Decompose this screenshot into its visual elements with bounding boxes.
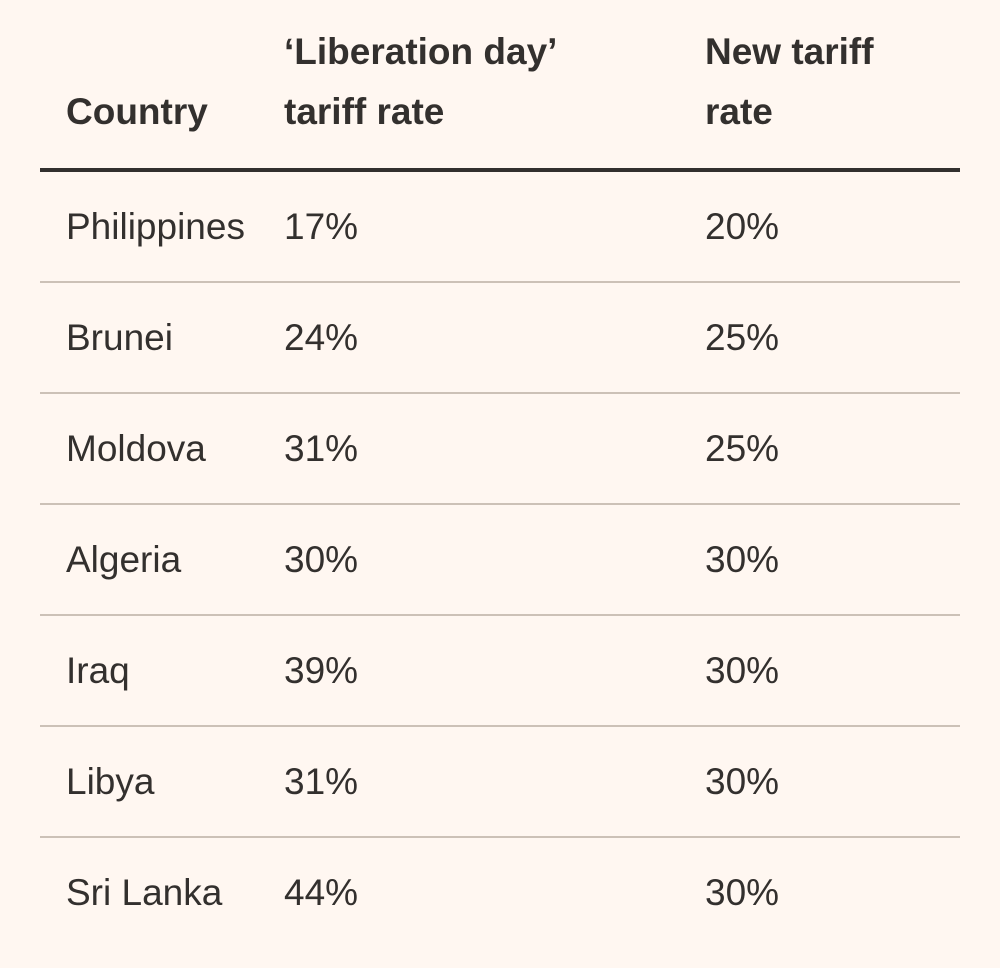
cell-new-rate: 30% [705, 504, 960, 616]
cell-liberation-rate: 30% [284, 504, 705, 616]
cell-country: Brunei [40, 282, 284, 394]
cell-country: Algeria [40, 504, 284, 616]
header-new-line-2: rate [705, 91, 773, 132]
cell-new-rate: 25% [705, 393, 960, 505]
cell-new-rate: 30% [705, 871, 780, 913]
table-row: Sri Lanka 44% 30% [40, 837, 960, 947]
cell-liberation-rate: 39% [284, 615, 705, 727]
cell-liberation-rate: 17% [284, 170, 705, 283]
table-row: Philippines 17% 20% [40, 170, 960, 283]
table-body: Philippines 17% 20% Brunei 24% 25% Moldo… [40, 170, 960, 947]
cell-new-rate: 25% [705, 282, 960, 394]
header-country-line-1: Country [66, 91, 208, 132]
header-new-line-1: New tariff [705, 31, 874, 72]
cell-liberation-rate: 44% [284, 871, 359, 913]
tariff-table: Country ‘Liberation day’ tariff rate New… [40, 0, 960, 947]
header-liberation-line-1: ‘Liberation day’ [284, 31, 558, 72]
table-header: Country ‘Liberation day’ tariff rate New… [40, 0, 960, 172]
header-liberation-day-rate: ‘Liberation day’ tariff rate [284, 0, 705, 172]
cell-country: Libya [40, 726, 284, 838]
cell-new-rate: 30% [705, 615, 960, 727]
header-country: Country [40, 0, 284, 172]
table-row: Algeria 30% 30% [40, 504, 960, 616]
cell-country: Sri Lanka [66, 871, 223, 913]
table-row: Brunei 24% 25% [40, 282, 960, 394]
cell-liberation-rate: 31% [284, 726, 705, 838]
table-row: Moldova 31% 25% [40, 393, 960, 505]
cell-liberation-rate: 31% [284, 393, 705, 505]
table-row: Libya 31% 30% [40, 726, 960, 838]
cell-country: Iraq [40, 615, 284, 727]
cell-new-rate: 30% [705, 726, 960, 838]
cell-country: Philippines [40, 170, 284, 283]
table-row: Iraq 39% 30% [40, 615, 960, 727]
header-liberation-line-2: tariff rate [284, 91, 445, 132]
cell-liberation-rate: 24% [284, 282, 705, 394]
tariff-table-container: Country ‘Liberation day’ tariff rate New… [40, 0, 960, 947]
cell-country: Moldova [40, 393, 284, 505]
header-new-tariff-rate: New tariff rate [705, 0, 960, 172]
header-row: Country ‘Liberation day’ tariff rate New… [40, 0, 960, 172]
cell-new-rate: 20% [705, 170, 960, 283]
